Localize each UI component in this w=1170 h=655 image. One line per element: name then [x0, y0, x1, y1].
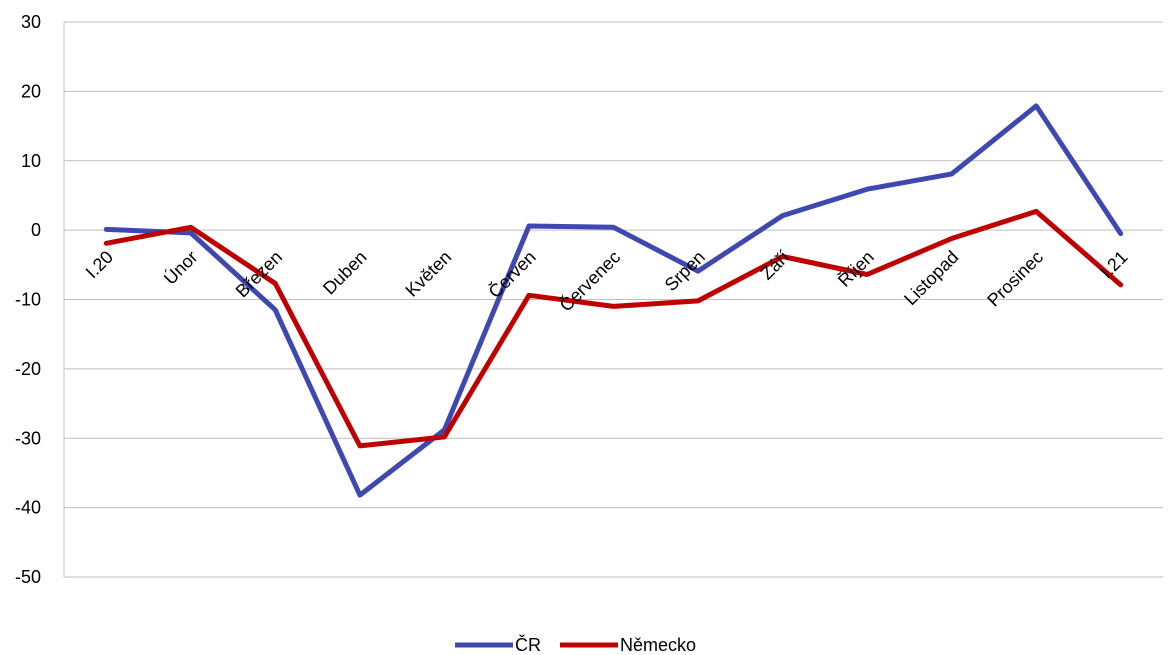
legend: ČR Německo	[455, 634, 696, 655]
y-tick-label: 20	[21, 81, 41, 101]
y-axis-ticks: 30 20 10 0 -10 -20 -30 -40 -50	[15, 12, 41, 587]
y-tick-label: 30	[21, 12, 41, 32]
series-lines	[103, 103, 1124, 498]
category-label: Prosinec	[983, 247, 1047, 311]
category-label: Říjen	[834, 247, 878, 291]
y-tick-label: -20	[15, 359, 41, 379]
y-tick-label: -40	[15, 498, 41, 518]
category-label: I.21	[1096, 247, 1131, 282]
category-label: Únor	[159, 246, 201, 288]
y-tick-label: -10	[15, 290, 41, 310]
legend-item: Německo	[560, 635, 696, 655]
y-tick-label: 10	[21, 151, 41, 171]
series-line-čr	[103, 103, 1124, 498]
series-line-německo	[103, 208, 1124, 449]
gridlines	[64, 21, 1163, 578]
category-label: Duben	[319, 247, 371, 299]
legend-label: Německo	[620, 635, 696, 655]
y-tick-label: 0	[31, 220, 41, 240]
y-tick-label: -50	[15, 567, 41, 587]
category-label: Květen	[401, 247, 455, 301]
category-label: Září	[757, 247, 794, 284]
category-label: I.20	[82, 247, 117, 282]
y-tick-label: -30	[15, 428, 41, 448]
legend-item: ČR	[455, 634, 541, 655]
legend-label: ČR	[515, 634, 541, 655]
